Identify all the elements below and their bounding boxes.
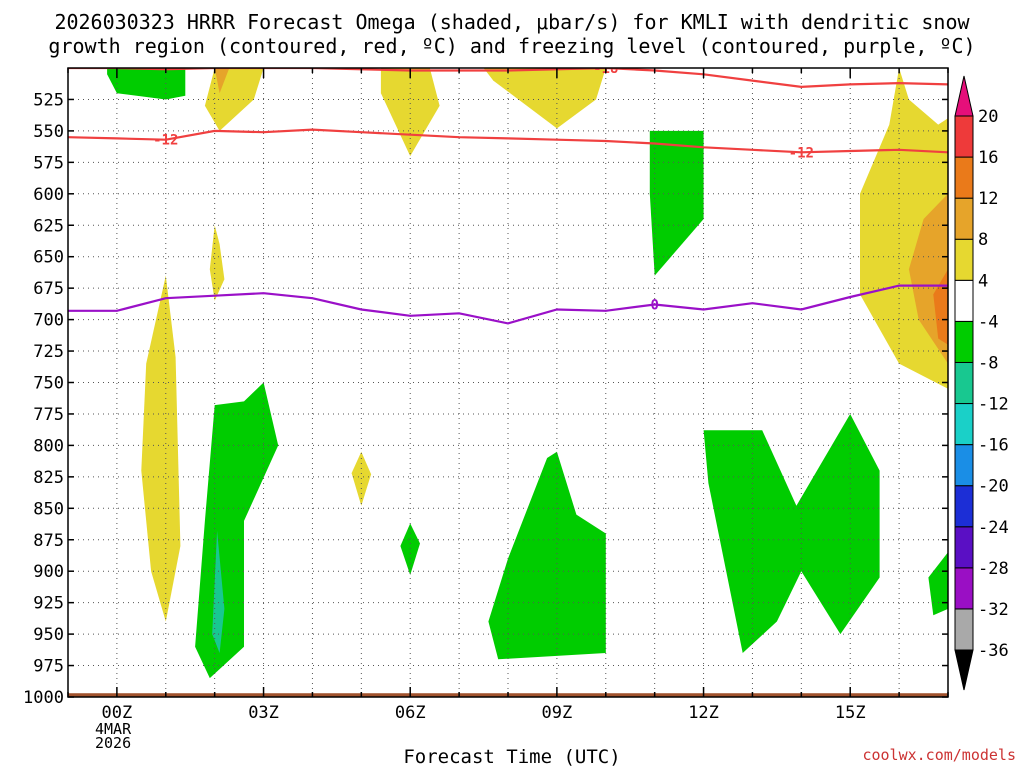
colorbar-box-2 <box>954 526 974 569</box>
colorbar: -36 -32 -28 -24 -20 -16 -12 -8 -4 4 8 12 16 20 <box>954 75 1009 691</box>
colorbar-box-4 <box>954 444 974 487</box>
colorbar-label-3: -24 <box>978 518 1009 538</box>
contour-label-0-1: -12 <box>789 145 814 161</box>
y-tick-label-550: 550 <box>33 122 64 142</box>
y-tick-label-975: 975 <box>33 657 64 677</box>
y-tick-label-700: 700 <box>33 311 64 331</box>
colorbar-arrow-bottom <box>954 649 974 691</box>
colorbar-box-0 <box>954 608 974 651</box>
shaded-region-9 <box>212 530 225 653</box>
shaded-region-3 <box>380 68 440 157</box>
y-tick-label-825: 825 <box>33 468 64 488</box>
y-tick-label-850: 850 <box>33 499 64 519</box>
shaded-region-7 <box>141 275 181 622</box>
contour-2 <box>68 284 948 325</box>
x-tick-label-00Z: 00Z <box>102 703 133 723</box>
y-tick-label-650: 650 <box>33 248 64 268</box>
y-tick-label-775: 775 <box>33 405 64 425</box>
colorbar-box-3 <box>954 485 974 528</box>
shaded-region-17 <box>928 552 948 616</box>
x-tick-label-03Z: 03Z <box>248 703 279 723</box>
colorbar-label-6: -12 <box>978 395 1009 415</box>
x-tick-label-15Z: 15Z <box>835 703 866 723</box>
shaded-region-12 <box>488 451 606 660</box>
colorbar-box-7 <box>954 320 974 363</box>
x-axis: 00Z 03Z 06Z 09Z 12Z 15Z <box>67 68 949 723</box>
y-tick-label-900: 900 <box>33 562 64 582</box>
colorbar-box-12 <box>954 115 974 158</box>
y-tick-label-950: 950 <box>33 625 64 645</box>
colorbar-label-0: -36 <box>978 641 1009 661</box>
shaded-region-0 <box>107 68 186 100</box>
shaded-region-5 <box>649 130 704 276</box>
colorbar-label-8: -4 <box>978 312 998 332</box>
colorbar-box-8 <box>954 279 974 322</box>
y-tick-label-750: 750 <box>33 374 64 394</box>
colorbar-label-7: -8 <box>978 353 998 373</box>
shaded-region-4 <box>483 68 606 129</box>
y-tick-label-675: 675 <box>33 279 64 299</box>
start-date-year: 2026 <box>95 734 132 752</box>
contour-label-0-0: -12 <box>153 133 178 149</box>
y-tick-label-800: 800 <box>33 436 64 456</box>
colorbar-label-9: 4 <box>978 271 988 291</box>
shaded-region-2 <box>214 68 230 94</box>
contour-0 <box>68 128 948 154</box>
colorbar-box-6 <box>954 361 974 405</box>
y-tick-label-875: 875 <box>33 531 64 551</box>
omega-shading-layer <box>68 68 948 697</box>
x-axis-title: Forecast Time (UTC) <box>403 746 621 768</box>
colorbar-label-1: -32 <box>978 600 1009 620</box>
chart-title-line2: growth region (contoured, red, ºC) and f… <box>48 34 976 58</box>
colorbar-box-10 <box>954 197 974 240</box>
x-tick-label-09Z: 09Z <box>542 703 573 723</box>
site-credit: coolwx.com/models <box>862 746 1016 764</box>
shaded-region-6 <box>209 225 225 301</box>
colorbar-label-5: -16 <box>978 436 1009 456</box>
colorbar-arrow-top <box>954 75 974 117</box>
shaded-region-11 <box>400 523 420 575</box>
y-tick-label-625: 625 <box>33 216 64 236</box>
shaded-region-8 <box>195 382 279 679</box>
colorbar-label-13: 20 <box>978 107 998 127</box>
colorbar-box-1 <box>954 567 974 610</box>
colorbar-label-12: 16 <box>978 148 998 168</box>
colorbar-label-4: -20 <box>978 477 1009 497</box>
shaded-region-13 <box>703 414 880 653</box>
colorbar-label-11: 12 <box>978 189 998 209</box>
chart-title-line1: 2026030323 HRRR Forecast Omega (shaded, … <box>54 10 970 34</box>
y-tick-label-525: 525 <box>33 90 64 110</box>
y-tick-label-600: 600 <box>33 185 64 205</box>
x-tick-label-12Z: 12Z <box>688 703 719 723</box>
y-tick-label-925: 925 <box>33 594 64 614</box>
start-date-day: 4MAR <box>95 720 132 738</box>
y-axis: 525 550 575 600 625 650 675 700 725 750 775 800 825 8… <box>23 90 948 708</box>
colorbar-box-11 <box>954 156 974 199</box>
colorbar-label-10: 8 <box>978 230 988 250</box>
colorbar-box-5 <box>954 403 974 446</box>
start-date-label: 4MAR 2026 <box>95 720 132 752</box>
x-tick-label-06Z: 06Z <box>395 703 426 723</box>
y-tick-label-725: 725 <box>33 342 64 362</box>
y-tick-label-575: 575 <box>33 153 64 173</box>
colorbar-label-2: -28 <box>978 559 1009 579</box>
colorbar-box-9 <box>954 238 974 281</box>
contour-label-2-0: 0 <box>650 298 658 314</box>
y-tick-label-1000: 1000 <box>23 688 64 708</box>
